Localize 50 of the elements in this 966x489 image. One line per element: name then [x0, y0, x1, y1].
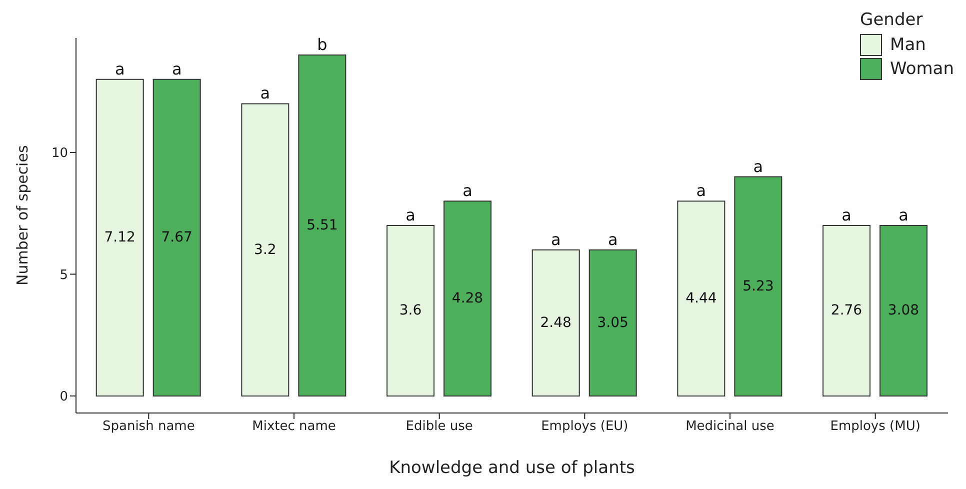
bar	[152, 78, 201, 396]
bar	[677, 200, 726, 396]
bar	[96, 78, 144, 396]
annotation: a	[114, 59, 125, 78]
annotation: a	[406, 206, 416, 224]
bar	[880, 225, 928, 396]
annotation: 4.44	[686, 290, 717, 307]
bar	[386, 225, 435, 396]
annotation: a	[550, 230, 561, 249]
x-axis-title: Knowledge and use of plants	[389, 458, 636, 478]
annotation: b	[317, 35, 328, 54]
annotation: 7.67	[161, 230, 192, 246]
annotation: a	[260, 84, 270, 103]
annotation: a	[898, 206, 908, 224]
annotation: 3.05	[597, 314, 628, 331]
annotation: 7.12	[104, 230, 136, 246]
x-tick-label: Spanish name	[102, 419, 195, 434]
annotation: 2.48	[540, 314, 572, 331]
annotation: a	[842, 206, 852, 224]
annotation: a	[753, 156, 764, 176]
annotation: a	[172, 59, 182, 78]
bar	[532, 249, 580, 396]
annotation: 3.2	[254, 242, 276, 258]
y-tick-label: 5	[60, 268, 68, 283]
legend-title: Gender	[860, 10, 924, 30]
annotation: 2.76	[830, 302, 862, 319]
annotation: a	[462, 181, 472, 200]
annotation: a	[696, 181, 706, 200]
x-tick-label: Medicinal use	[686, 419, 774, 434]
annotation: 5.51	[306, 218, 338, 234]
annotation: 3.08	[888, 302, 920, 319]
annotation: 5.23	[742, 278, 774, 294]
bar	[734, 176, 782, 396]
y-tick-label: 0	[60, 390, 68, 405]
x-tick-label: Mixtec name	[252, 419, 336, 434]
y-tick-label: 10	[51, 146, 68, 162]
legend-label: Man	[890, 35, 926, 55]
x-tick-label: Employs (MU)	[830, 419, 920, 434]
bar	[241, 103, 290, 396]
x-tick-label: Edible use	[406, 419, 473, 434]
x-tick-label: Employs (EU)	[541, 419, 628, 434]
y-axis-title: Number of species	[13, 145, 32, 286]
bar	[822, 225, 871, 396]
bar	[444, 200, 492, 396]
annotation: 3.6	[399, 302, 422, 319]
annotation: 4.28	[452, 290, 484, 307]
bar	[588, 249, 637, 396]
annotation: a	[608, 230, 618, 249]
bar	[298, 54, 346, 396]
legend-label: Woman	[890, 59, 954, 79]
